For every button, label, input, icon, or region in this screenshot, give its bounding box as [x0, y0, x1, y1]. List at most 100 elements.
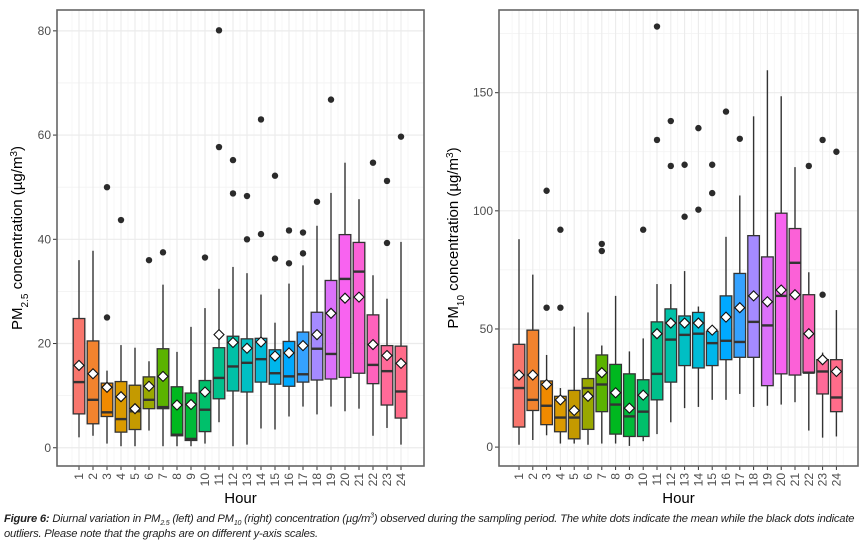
box-hour-3 [100, 183, 114, 444]
outlier-point [667, 117, 674, 125]
mean-marker [115, 390, 127, 403]
x-tick-label: 9 [184, 473, 198, 480]
x-tick-label: 3 [100, 473, 114, 480]
x-tick-label: 9 [622, 473, 636, 480]
y-axis-title-part: PM [9, 308, 26, 331]
iqr-box [142, 376, 156, 410]
mean-marker [789, 288, 801, 301]
outlier-point [369, 159, 377, 166]
iqr-box [198, 379, 212, 433]
box-hour-22 [366, 159, 380, 436]
x-tick-label: 4 [553, 473, 567, 480]
mean-marker [73, 359, 85, 372]
iqr-box [664, 308, 678, 383]
outlier-point [229, 190, 237, 197]
y-tick-label: 40 [38, 232, 52, 246]
box-hour-12 [664, 117, 678, 423]
box-hour-13 [240, 192, 254, 445]
box-hour-9 [184, 326, 198, 447]
y-tick-label: 80 [38, 24, 52, 38]
mean-marker [830, 365, 843, 378]
outlier-point [299, 250, 307, 257]
figure-caption: Figure 6: Diurnal variation in PM2.5 (le… [4, 512, 862, 541]
box-hour-24 [394, 133, 408, 445]
mean-marker [678, 317, 691, 329]
x-tick-label: 16 [719, 473, 733, 487]
mean-marker [255, 336, 267, 348]
mean-marker [775, 284, 787, 296]
outlier-point [397, 133, 405, 140]
y-tick-label: 150 [473, 86, 493, 100]
mean-marker [87, 367, 99, 380]
x-tick-label: 24 [829, 473, 843, 487]
box-hour-2 [86, 250, 100, 436]
y-axis-title: PM2.5 concentration (µg/m3) [9, 146, 31, 330]
y-tick-label: 0 [44, 441, 51, 455]
x-tick-label: 12 [226, 473, 240, 487]
iqr-box [226, 335, 240, 392]
x-tick-label: 23 [380, 473, 394, 487]
x-tick-label: 21 [788, 473, 802, 487]
x-tick-label: 2 [86, 473, 100, 480]
y-axis-title-part: 3 [9, 151, 20, 157]
box-hour-18 [747, 116, 761, 407]
outlier-point [145, 256, 153, 264]
outlier-point [103, 314, 111, 321]
mean-marker [241, 342, 253, 354]
mean-marker [609, 386, 622, 399]
mean-marker [803, 327, 815, 340]
iqr-box [324, 279, 338, 380]
outlier-point [159, 249, 167, 256]
y-axis-title-part: 3 [445, 152, 456, 158]
box-hour-3 [540, 187, 554, 436]
outlier-point [833, 148, 840, 155]
y-axis-title-part: 2.5 [20, 293, 31, 307]
y-axis-title-part: PM [445, 306, 462, 329]
y-axis-title-part: concentration (µg/m [9, 157, 26, 294]
x-tick-label: 22 [802, 473, 816, 487]
outlier-point [243, 236, 251, 243]
outlier-point [327, 96, 335, 103]
x-tick-label: 24 [394, 473, 408, 487]
caption-text-2: (left) and PM [169, 513, 234, 525]
mean-marker [157, 370, 169, 383]
caption-text-1: Diurnal variation in PM [49, 513, 161, 525]
x-tick-label: 13 [240, 473, 254, 487]
box-hour-20 [338, 162, 352, 412]
box-hour-17 [733, 135, 747, 394]
box-hour-14 [691, 124, 705, 407]
mean-marker [540, 378, 553, 391]
box-hour-8 [170, 351, 184, 447]
outlier-point [598, 247, 605, 255]
x-axis-title: Hour [662, 490, 695, 507]
outlier-point [709, 189, 716, 197]
iqr-box [733, 272, 747, 358]
iqr-box [282, 340, 296, 387]
outlier-point [695, 124, 702, 132]
mean-marker [353, 291, 365, 303]
x-tick-label: 15 [705, 473, 719, 487]
box-hour-6 [142, 256, 156, 431]
iqr-box [650, 321, 664, 401]
mean-marker [367, 338, 379, 351]
box-hour-4 [553, 226, 567, 444]
mean-marker [596, 366, 608, 379]
x-tick-label: 21 [352, 473, 366, 487]
x-tick-label: 8 [170, 473, 184, 480]
x-tick-label: 20 [774, 473, 788, 487]
outlier-point [271, 255, 279, 262]
outlier-point [543, 187, 550, 194]
mean-marker [637, 389, 649, 401]
box-hour-12 [226, 156, 240, 447]
outlier-point [722, 108, 730, 115]
iqr-box [829, 359, 843, 413]
x-tick-label: 17 [733, 473, 747, 487]
outlier-point [695, 206, 702, 213]
outlier-point [257, 116, 265, 123]
iqr-box [240, 338, 254, 393]
x-tick-label: 12 [664, 473, 678, 487]
mean-marker [101, 381, 113, 394]
mean-marker [339, 292, 351, 304]
iqr-box [636, 379, 650, 438]
